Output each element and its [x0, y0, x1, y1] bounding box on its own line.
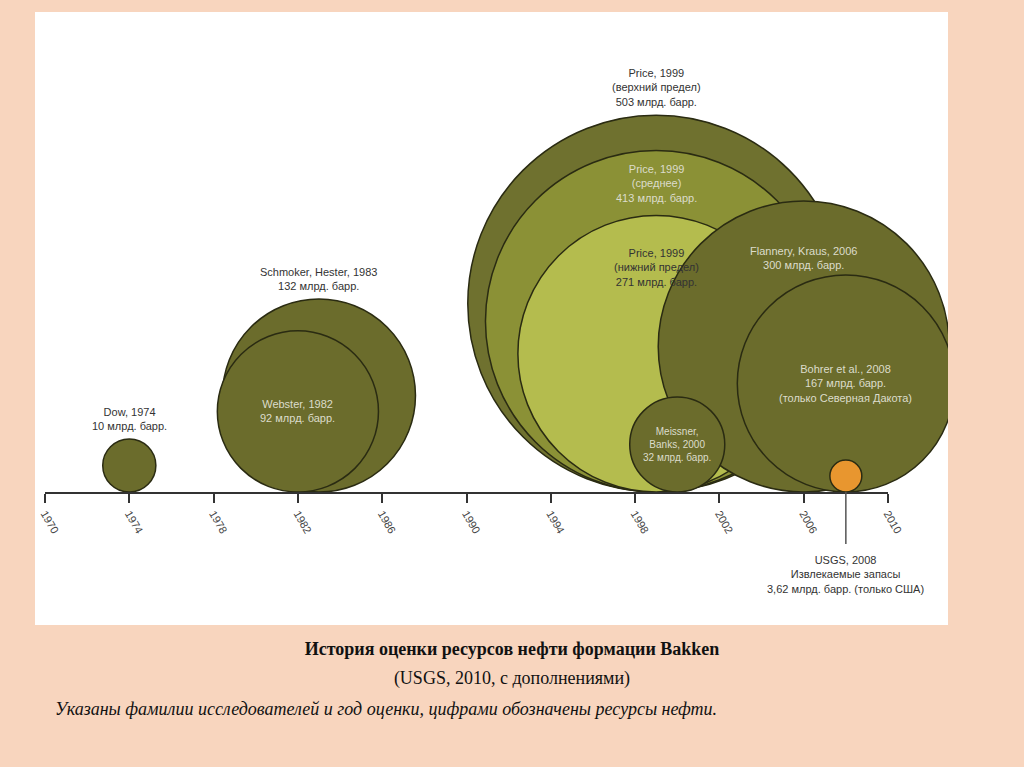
svg-text:USGS, 2008Извлекаемые запасы3,: USGS, 2008Извлекаемые запасы3,62 млрд. б…: [767, 554, 924, 595]
html-text:Указаны фамилии исследователей: Указаны фамилии исследователей и год оце…: [55, 699, 718, 719]
svg-text:1986: 1986: [376, 508, 399, 535]
svg-text:1978: 1978: [207, 508, 230, 535]
svg-text:1990: 1990: [460, 508, 483, 535]
svg-text:Schmoker, Hester, 1983132 млрд: Schmoker, Hester, 1983132 млрд. барр.: [260, 266, 377, 292]
svg-text:1994: 1994: [544, 508, 567, 535]
svg-text:1982: 1982: [291, 508, 314, 535]
svg-text:Price, 1999(среднее)413 млрд.: Price, 1999(среднее)413 млрд. барр.: [616, 163, 697, 204]
svg-text:1970: 1970: [39, 508, 62, 535]
svg-text:Bohrer et al., 2008167 млрд. б: Bohrer et al., 2008167 млрд. барр.(тольк…: [779, 363, 912, 404]
html-text:(USGS, 2010, с дополнениями): (USGS, 2010, с дополнениями): [393, 668, 631, 688]
svg-text:2002: 2002: [713, 508, 736, 535]
svg-text:Dow, 197410 млрд. барр.: Dow, 197410 млрд. барр.: [92, 406, 167, 432]
svg-text:Price, 1999(верхний предел)503: Price, 1999(верхний предел)503 млрд. бар…: [612, 67, 701, 108]
svg-text:2010: 2010: [882, 508, 905, 535]
svg-text:Price, 1999(нижний предел)271: Price, 1999(нижний предел)271 млрд. барр…: [614, 247, 699, 288]
svg-text:1974: 1974: [123, 508, 146, 535]
svg-text:Flannery, Kraus, 2006300 млрд.: Flannery, Kraus, 2006300 млрд. барр.: [750, 245, 857, 271]
svg-text:Webster, 198292 млрд. барр.: Webster, 198292 млрд. барр.: [260, 398, 335, 424]
svg-text:1998: 1998: [629, 508, 652, 535]
svg-text:Meissner,Banks, 200032 млрд. б: Meissner,Banks, 200032 млрд. барр.: [643, 426, 711, 463]
html-text:История оценки ресурсов нефти: История оценки ресурсов нефти формации B…: [304, 639, 720, 659]
svg-text:2006: 2006: [797, 508, 820, 535]
